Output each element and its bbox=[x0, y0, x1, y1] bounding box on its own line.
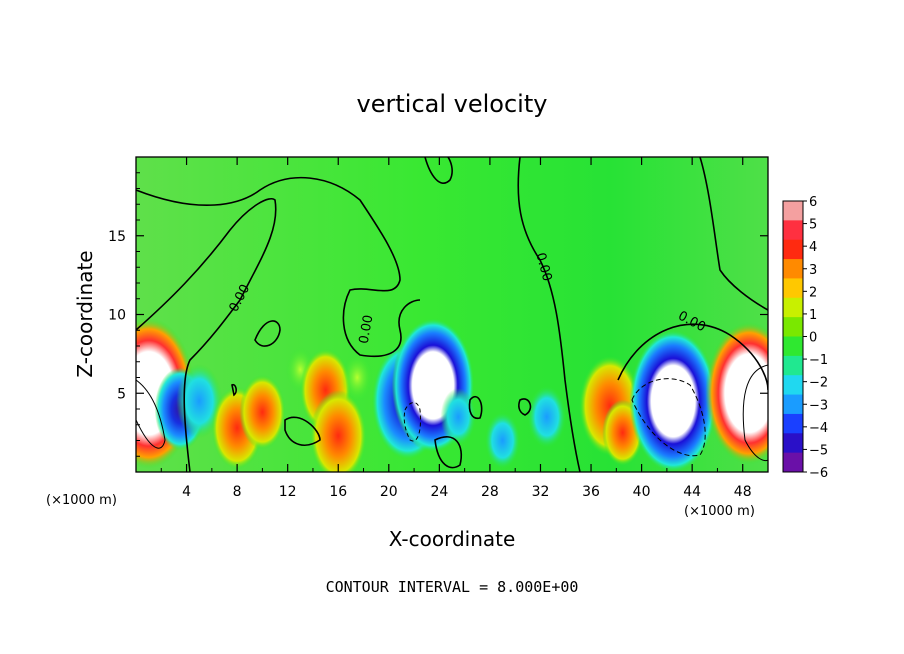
colorbar-label: 6 bbox=[809, 195, 817, 210]
chart-title: vertical velocity bbox=[357, 90, 548, 118]
x-tick-label: 20 bbox=[380, 484, 398, 500]
colorbar-swatch bbox=[783, 259, 803, 279]
x-tick-label: 28 bbox=[481, 484, 499, 500]
velocity-cell bbox=[342, 353, 373, 402]
colorbar-swatch bbox=[783, 201, 803, 221]
contour-line bbox=[136, 176, 421, 357]
contour-line bbox=[518, 398, 532, 416]
velocity-cell bbox=[239, 374, 286, 450]
x-tick-label: 4 bbox=[182, 484, 191, 500]
colorbar-label: −3 bbox=[809, 398, 828, 413]
contour-label: 0.00 bbox=[532, 251, 554, 283]
x-tick-label: 36 bbox=[582, 484, 600, 500]
contour-line bbox=[699, 157, 768, 311]
velocity-cell bbox=[629, 329, 717, 472]
contour-line bbox=[231, 383, 237, 397]
contour-line bbox=[254, 320, 281, 347]
velocity-cell bbox=[527, 385, 567, 449]
colorbar-swatch bbox=[783, 317, 803, 337]
colorbar-label: 5 bbox=[809, 218, 817, 233]
x-tick-label: 40 bbox=[633, 484, 651, 500]
contour-line bbox=[468, 395, 483, 420]
contour-line bbox=[617, 323, 768, 391]
contour-line bbox=[136, 198, 277, 472]
colorbar-swatch bbox=[783, 239, 803, 260]
colorbar-swatch bbox=[783, 452, 803, 473]
colorbar-swatch bbox=[783, 394, 803, 415]
x-tick-label: 48 bbox=[734, 484, 752, 500]
y-axis-label: Z-coordinate bbox=[73, 250, 97, 377]
colorbar-label: −2 bbox=[809, 376, 828, 391]
colorbar-label: −1 bbox=[809, 353, 828, 368]
colorbar-swatch bbox=[783, 433, 803, 454]
colorbar-swatch bbox=[783, 355, 803, 376]
x-tick-label: 32 bbox=[532, 484, 550, 500]
colorbar-label: 1 bbox=[809, 308, 817, 323]
colorbar-swatch bbox=[783, 336, 803, 357]
colorbar-label: −5 bbox=[809, 443, 828, 458]
y-axis: 5 10 15 bbox=[108, 172, 768, 457]
x-tick-label: 16 bbox=[329, 484, 347, 500]
x-tick-label: 24 bbox=[430, 484, 448, 500]
x-tick-label: 8 bbox=[233, 484, 242, 500]
velocity-cell bbox=[310, 390, 367, 472]
x-unit-right: (×1000 m) bbox=[684, 504, 755, 519]
colorbar-swatch bbox=[783, 220, 803, 241]
contour-line bbox=[517, 157, 581, 472]
x-tick-label: 44 bbox=[683, 484, 701, 500]
colorbar: 6 5 4 3 2 1 0 −1 −2 −3 −4 −5 −6 bbox=[782, 195, 828, 481]
colorbar-label: 2 bbox=[809, 285, 817, 300]
contour-label: 0.00 bbox=[357, 314, 377, 345]
y-tick-label: 5 bbox=[117, 386, 126, 402]
colorbar-label: −6 bbox=[809, 466, 828, 481]
velocity-field bbox=[136, 317, 768, 472]
contour-interval-note: CONTOUR INTERVAL = 8.000E+00 bbox=[326, 578, 579, 596]
x-tick-label: 12 bbox=[279, 484, 297, 500]
colorbar-swatch bbox=[783, 375, 803, 396]
y-tick-label: 10 bbox=[108, 308, 126, 324]
contour-line bbox=[434, 436, 462, 469]
y-tick-label: 15 bbox=[108, 229, 126, 245]
contour-line bbox=[136, 379, 166, 449]
plot-area: 0.00 0.00 0.00 0.00 bbox=[136, 157, 768, 472]
colorbar-label: 3 bbox=[809, 263, 817, 278]
zero-contours bbox=[136, 157, 768, 472]
colorbar-label: 0 bbox=[809, 331, 817, 346]
contour-line bbox=[742, 364, 768, 462]
colorbar-swatch bbox=[783, 413, 803, 434]
colorbar-swatch bbox=[783, 297, 803, 318]
colorbar-swatch bbox=[783, 278, 803, 299]
colorbar-label: 4 bbox=[809, 240, 817, 255]
x-axis-label: X-coordinate bbox=[389, 527, 516, 551]
x-axis: 4 8 12 16 20 24 28 32 36 40 44 48 bbox=[160, 157, 752, 500]
colorbar-label: −4 bbox=[809, 421, 828, 436]
velocity-cell bbox=[484, 411, 521, 470]
contour-line bbox=[631, 378, 706, 457]
contour-line bbox=[284, 416, 321, 446]
velocity-cell bbox=[176, 363, 223, 439]
inner-contours bbox=[136, 364, 768, 462]
velocity-cell bbox=[440, 388, 477, 446]
x-unit-left: (×1000 m) bbox=[46, 493, 117, 508]
contour-line bbox=[424, 157, 453, 184]
velocity-cell bbox=[705, 322, 768, 465]
